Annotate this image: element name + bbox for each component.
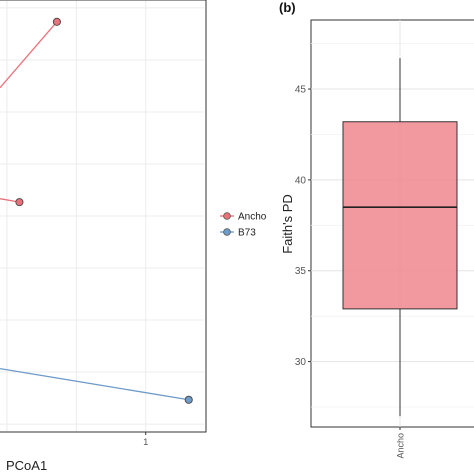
boxplot-y-ticks: 30 35 40 45 (295, 85, 311, 368)
series-line-b73 (0, 367, 189, 401)
pcoa-grid (0, 1, 204, 431)
legend: Ancho B73 (220, 212, 267, 239)
y-tick-label: 45 (295, 85, 307, 96)
legend-label-ancho: Ancho (238, 212, 267, 223)
series-line-ancho (0, 21, 58, 89)
boxplot-group (342, 58, 458, 417)
data-point-ancho (52, 17, 61, 26)
data-point-b73 (184, 395, 193, 404)
faiths-pd-panel: (b) 30 35 40 45 Ancho Faith's PD (279, 0, 474, 459)
boxplot-x-ticks: Ancho (396, 427, 406, 459)
x-tick-label: 1 (143, 437, 148, 447)
x-tick-label-ancho: Ancho (396, 433, 406, 459)
y-tick-label: 40 (295, 175, 307, 186)
legend-label-b73: B73 (238, 228, 256, 239)
boxplot-y-axis-label: Faith's PD (280, 194, 295, 254)
pcoa-x-axis-label: PCoA1 (6, 458, 47, 473)
box-ancho (342, 121, 458, 310)
pcoa-panel: 1 PCoA1 Ancho B73 (0, 0, 267, 473)
y-tick-label: 30 (295, 357, 307, 368)
legend-key-point (223, 228, 231, 236)
pcoa-x-ticks: 1 (143, 432, 148, 447)
data-point-ancho (15, 198, 24, 207)
legend-key-point (223, 212, 231, 220)
pcoa-series-group (0, 17, 193, 404)
panel-b-label: (b) (279, 0, 296, 15)
y-tick-label: 35 (295, 266, 307, 277)
